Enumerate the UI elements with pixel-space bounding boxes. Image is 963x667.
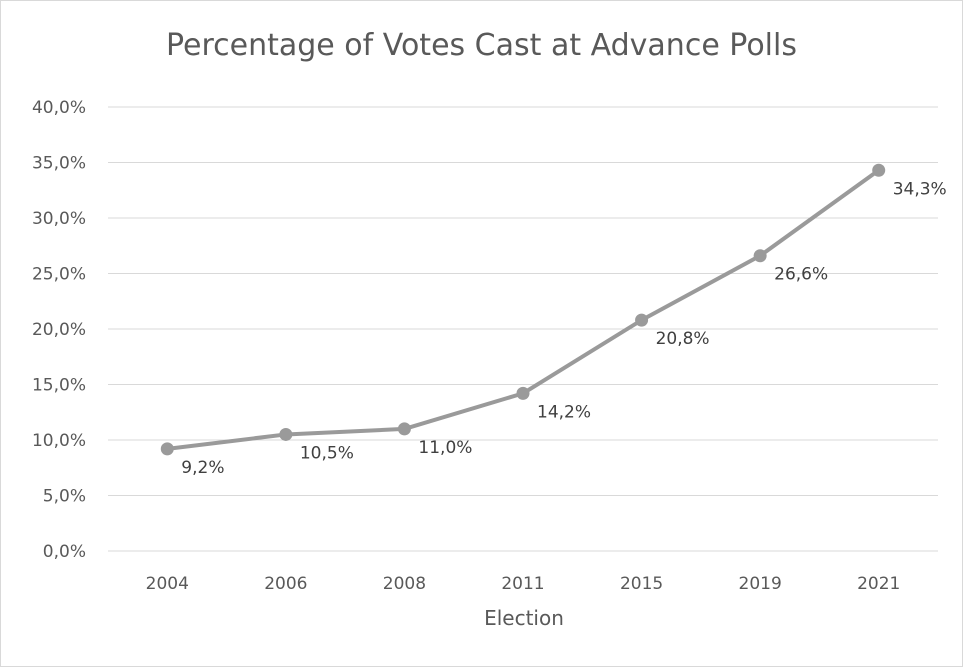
x-tick-label: 2019 [739, 574, 782, 594]
data-point [872, 163, 886, 177]
data-label: 14,2% [537, 402, 591, 422]
data-label: 26,6% [774, 265, 828, 285]
y-tick-label: 35,0% [32, 154, 86, 174]
data-point [753, 249, 767, 263]
y-tick-label: 30,0% [32, 209, 86, 229]
chart-title: Percentage of Votes Cast at Advance Poll… [166, 28, 797, 63]
x-tick-label: 2011 [501, 574, 544, 594]
gridlines [108, 106, 938, 552]
x-tick-label: 2006 [264, 574, 307, 594]
data-label: 11,0% [418, 438, 472, 458]
x-axis-title: Election [484, 606, 564, 630]
series-group [160, 163, 886, 456]
data-label: 10,5% [300, 443, 354, 463]
y-tick-label: 15,0% [32, 376, 86, 396]
data-labels: 9,2% 10,5% 11,0% 14,2% 20,8% 26,6% 34,3% [181, 179, 946, 478]
y-tick-label: 40,0% [32, 98, 86, 118]
x-tick-label: 2004 [146, 574, 189, 594]
data-point [397, 422, 411, 436]
data-point [516, 386, 530, 400]
data-label: 20,8% [656, 329, 710, 349]
series-line [167, 168, 880, 451]
y-tick-label: 0,0% [43, 542, 86, 562]
data-label: 34,3% [893, 179, 947, 199]
x-axis-ticks: 2004 2006 2008 2011 2015 2019 2021 [146, 574, 901, 594]
data-label: 9,2% [181, 458, 224, 478]
y-axis-ticks: 0,0% 5,0% 10,0% 15,0% 20,0% 25,0% 30,0% 35,0% 40… [32, 98, 86, 562]
data-point [635, 313, 649, 327]
y-tick-label: 10,0% [32, 431, 86, 451]
y-tick-label: 5,0% [43, 487, 86, 507]
x-tick-label: 2015 [620, 574, 663, 594]
y-tick-label: 25,0% [32, 265, 86, 285]
y-tick-label: 20,0% [32, 320, 86, 340]
data-point [279, 427, 293, 441]
x-tick-label: 2021 [857, 574, 900, 594]
x-tick-label: 2008 [383, 574, 426, 594]
data-point [160, 442, 174, 456]
